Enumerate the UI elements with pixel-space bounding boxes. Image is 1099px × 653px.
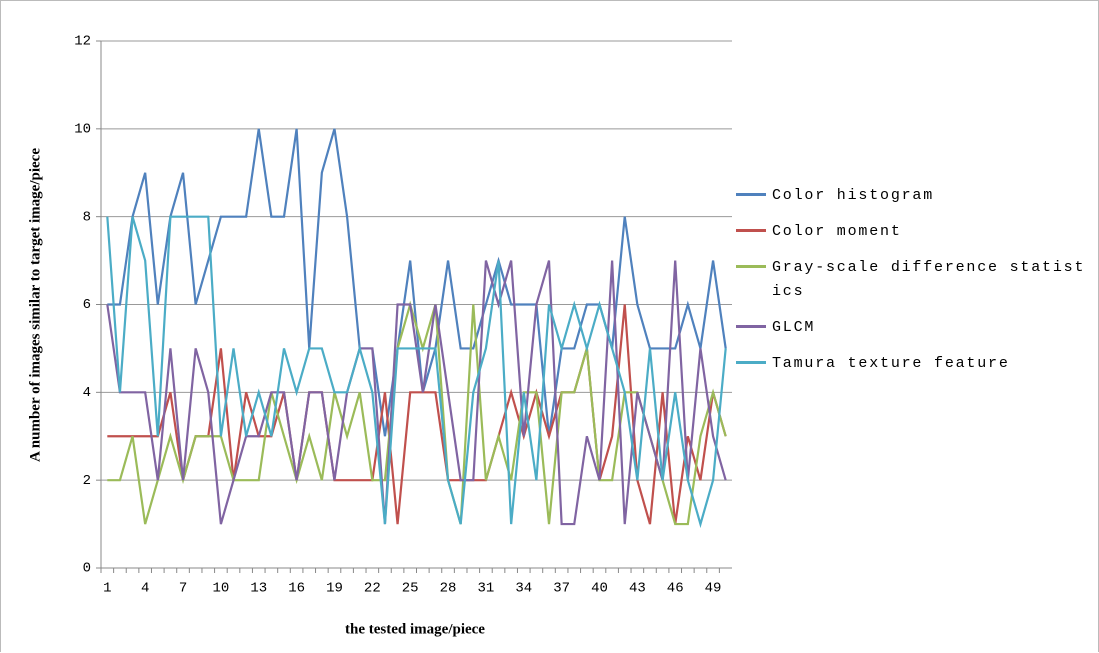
y-tick-label: 6 xyxy=(83,297,91,313)
x-tick-label: 10 xyxy=(212,581,229,597)
x-tick-label: 25 xyxy=(402,581,419,597)
x-tick-label: 43 xyxy=(629,581,646,597)
legend-label: Gray-scale difference statistics xyxy=(772,259,1086,300)
y-tick-label: 12 xyxy=(74,34,91,50)
x-tick-label: 13 xyxy=(250,581,267,597)
x-tick-label: 46 xyxy=(667,581,684,597)
y-tick-label: 10 xyxy=(74,122,91,138)
x-tick-label: 37 xyxy=(553,581,570,597)
y-tick-label: 0 xyxy=(83,561,91,577)
legend-swatch xyxy=(736,361,766,364)
x-tick-label: 34 xyxy=(515,581,532,597)
legend: Color histogram Color moment Gray-scale di… xyxy=(736,184,1086,388)
x-tick-label: 19 xyxy=(326,581,343,597)
x-tick-label: 1 xyxy=(103,581,111,597)
legend-label: GLCM xyxy=(772,319,816,336)
legend-item: GLCM xyxy=(736,316,1086,340)
x-tick-label: 4 xyxy=(141,581,149,597)
legend-item: Tamura texture feature xyxy=(736,352,1086,376)
legend-swatch xyxy=(736,325,766,328)
legend-label: Tamura texture feature xyxy=(772,355,1010,372)
y-tick-label: 2 xyxy=(83,473,91,489)
x-tick-label: 22 xyxy=(364,581,381,597)
x-tick-label: 31 xyxy=(478,581,495,597)
y-tick-label: 8 xyxy=(83,209,91,225)
x-tick-label: 40 xyxy=(591,581,608,597)
legend-item: Gray-scale difference statistics xyxy=(736,256,1086,304)
x-tick-label: 28 xyxy=(440,581,457,597)
series-line xyxy=(107,300,727,526)
legend-item: Color histogram xyxy=(736,184,1086,208)
y-axis-title: A number of images similar to target ima… xyxy=(27,148,43,462)
legend-label: Color histogram xyxy=(772,187,935,204)
x-tick-label: 16 xyxy=(288,581,305,597)
y-tick-label: 4 xyxy=(83,385,91,401)
legend-swatch xyxy=(736,193,766,196)
legend-item: Color moment xyxy=(736,220,1086,244)
series-line xyxy=(106,215,727,529)
legend-swatch xyxy=(736,265,766,268)
x-tick-label: 7 xyxy=(179,581,187,597)
legend-label: Color moment xyxy=(772,223,902,240)
legend-swatch xyxy=(736,229,766,232)
series-line xyxy=(107,128,727,437)
x-tick-label: 49 xyxy=(705,581,722,597)
x-axis-title: the tested image/piece xyxy=(345,621,485,637)
